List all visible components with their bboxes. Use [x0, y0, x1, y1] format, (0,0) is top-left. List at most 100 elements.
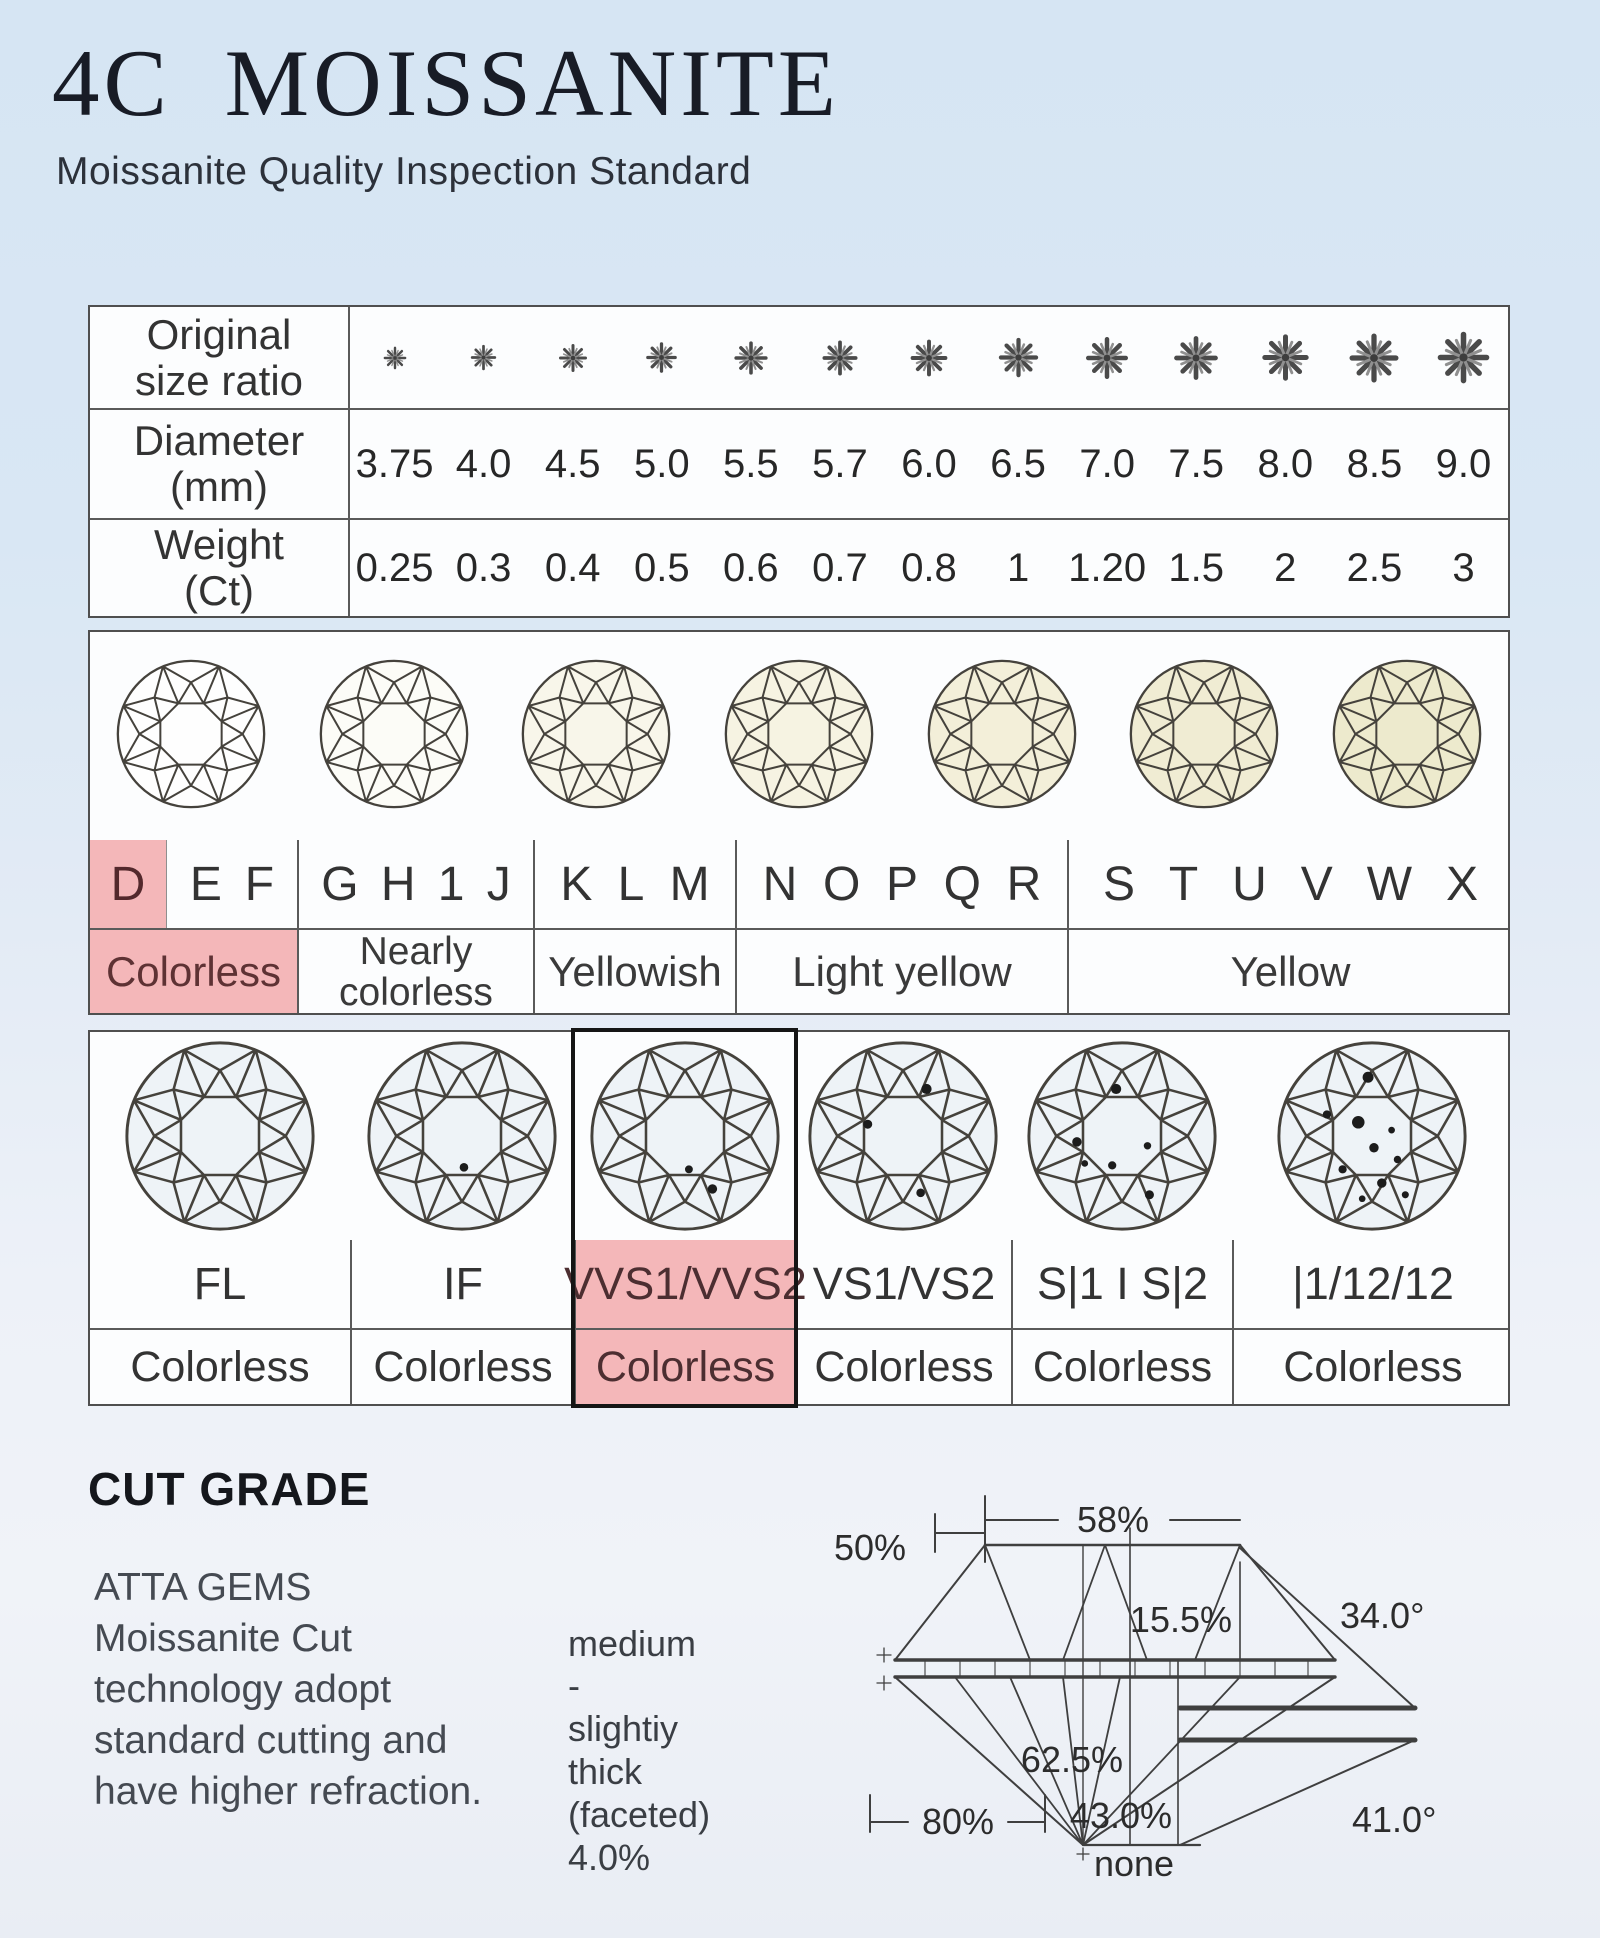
diameter-value: 4.5	[544, 441, 601, 486]
weight-value: 2	[1274, 545, 1297, 590]
clarity-diamond-cell	[90, 1032, 350, 1240]
clarity-table: FL IF VVS1/VVS2 VS1/VS2 S|1 I S|2 |1/12/12 Co…	[88, 1030, 1510, 1406]
inclusion-dot	[1322, 1110, 1332, 1119]
color-letter: U	[1232, 857, 1267, 911]
diamond-top-view-icon	[367, 1041, 557, 1231]
clarity-color-cell: Colorless	[1011, 1330, 1232, 1404]
gem-sparkle-icon	[646, 342, 678, 373]
color-grade-diamond	[114, 657, 268, 816]
color-category-cell: Yellowish	[533, 930, 735, 1013]
size-ratio-cell	[382, 345, 408, 371]
diameter-value: 7.0	[1079, 441, 1135, 486]
svg-text:(faceted): (faceted)	[568, 1794, 710, 1835]
weight-label: Weight (Ct)	[90, 520, 350, 616]
cut-grade-heading: CUT GRADE	[88, 1463, 371, 1515]
clarity-diamond-row	[90, 1032, 1508, 1240]
color-category-cell: Light yellow	[735, 930, 1067, 1013]
weight-value: 0.4	[544, 545, 601, 590]
inclusion-dot	[1110, 1083, 1121, 1095]
cut-grade-text-line: technology adopt	[94, 1668, 392, 1711]
clarity-diamond-cell	[350, 1032, 574, 1240]
page-subtitle: Moissanite Quality Inspection Standard	[56, 150, 752, 193]
diamond-top-view-icon	[1277, 1041, 1467, 1231]
color-letter: S	[1102, 857, 1135, 911]
diameter-value: 6.5	[990, 441, 1046, 486]
color-letter: L	[617, 857, 645, 911]
svg-text:medium: medium	[568, 1623, 696, 1664]
color-grade-diamond	[722, 657, 876, 816]
diamond-top-view-icon	[808, 1041, 998, 1231]
size-ratio-cell	[1259, 331, 1312, 384]
diameter-value: 8.0	[1257, 441, 1314, 486]
cut-proportion-diagram: 50% 58% 15.5% 34.0° 62.5% 43.0% 41.0° 80…	[568, 1495, 1436, 1884]
color-letter: X	[1445, 857, 1478, 911]
gem-sparkle-icon	[470, 344, 497, 371]
inclusion-dot	[1143, 1142, 1151, 1150]
inclusion-dot	[1369, 1143, 1379, 1153]
inclusion-dot	[1358, 1195, 1366, 1203]
svg-text:4.0%: 4.0%	[568, 1837, 650, 1878]
weight-value: 0.7	[812, 545, 868, 590]
color-letter: J	[486, 857, 511, 911]
gem-sparkle-icon	[1262, 334, 1309, 381]
weight-values: 0.25 0.3 0.4 0.5 0.6 0.7 0.8 1 1.20 1.5 2 2.5 3	[350, 520, 1508, 616]
label-pavilion-percent: 80%	[922, 1801, 994, 1842]
svg-text:slightiy: slightiy	[568, 1708, 678, 1749]
inclusion-dot	[916, 1188, 925, 1198]
diameter-value: 8.5	[1346, 441, 1403, 486]
clarity-color-cell: Colorless	[795, 1330, 1011, 1404]
gem-sparkle-icon	[1086, 336, 1129, 379]
clarity-grade-cell: |1/12/12	[1232, 1240, 1512, 1328]
color-letter: W	[1366, 857, 1413, 911]
inclusion-dot	[1071, 1137, 1082, 1147]
cut-grade-text-line: ATTA GEMS	[94, 1566, 312, 1609]
diameter-value: 6.0	[901, 441, 957, 486]
size-ratio-cell	[908, 337, 950, 379]
size-ratio-cell	[1083, 334, 1131, 382]
diamond-top-view-icon	[319, 659, 469, 808]
color-letter: H	[380, 857, 416, 911]
weight-value: 1	[1006, 545, 1030, 590]
diameter-value: 5.5	[723, 441, 779, 486]
clarity-grade-cell: FL	[193, 1258, 247, 1309]
diameter-label: Diameter (mm)	[90, 410, 350, 518]
gem-sparkle-icon	[734, 340, 768, 375]
color-letter: Q	[943, 857, 981, 911]
diameter-value: 9.0	[1435, 441, 1492, 486]
color-letter: G	[321, 857, 359, 911]
clarity-grade-cell: S|1 I S|2	[1011, 1240, 1232, 1328]
clarity-color-cell: Colorless	[350, 1330, 574, 1404]
color-letter: M	[669, 857, 710, 911]
inclusion-dot	[1352, 1116, 1365, 1129]
clarity-grade-row: FL IF VVS1/VVS2 VS1/VS2 S|1 I S|2 |1/12/12	[90, 1240, 1508, 1328]
size-ratio-cell	[1434, 328, 1493, 387]
color-letter: N	[762, 857, 798, 911]
size-ratio-cell	[820, 338, 860, 378]
clarity-diamond-cell	[795, 1032, 1011, 1240]
label-crown-angle: 34.0°	[1340, 1595, 1424, 1636]
diameter-value: 5.7	[812, 441, 868, 486]
weight-row: Weight (Ct) 0.25 0.3 0.4 0.5 0.6 0.7 0.8 1 1.20 1…	[90, 518, 1508, 616]
label-crown-height: 15.5%	[1130, 1599, 1232, 1640]
size-ratio-cell	[469, 343, 498, 372]
diamond-top-view-icon	[125, 1041, 315, 1231]
color-grade-diamond	[519, 657, 673, 816]
color-letter: F	[244, 857, 275, 911]
clarity-grade-cell: VVS1/VVS2	[564, 1240, 807, 1328]
weight-value: 0.5	[633, 545, 690, 590]
color-category-cell: Nearly colorless	[297, 930, 533, 1013]
weight-value: 1.20	[1068, 545, 1147, 590]
gem-sparkle-icon	[910, 339, 948, 376]
clarity-diamond-cell	[574, 1032, 795, 1240]
inclusion-dot	[1401, 1191, 1409, 1199]
clarity-diamond-cell	[1232, 1032, 1512, 1240]
color-letter: P	[885, 857, 918, 911]
color-letter: R	[1006, 857, 1042, 911]
weight-value: 2.5	[1346, 545, 1403, 590]
diamond-top-view-icon	[724, 659, 874, 808]
size-ratio-row: Original size ratio	[90, 307, 1508, 408]
